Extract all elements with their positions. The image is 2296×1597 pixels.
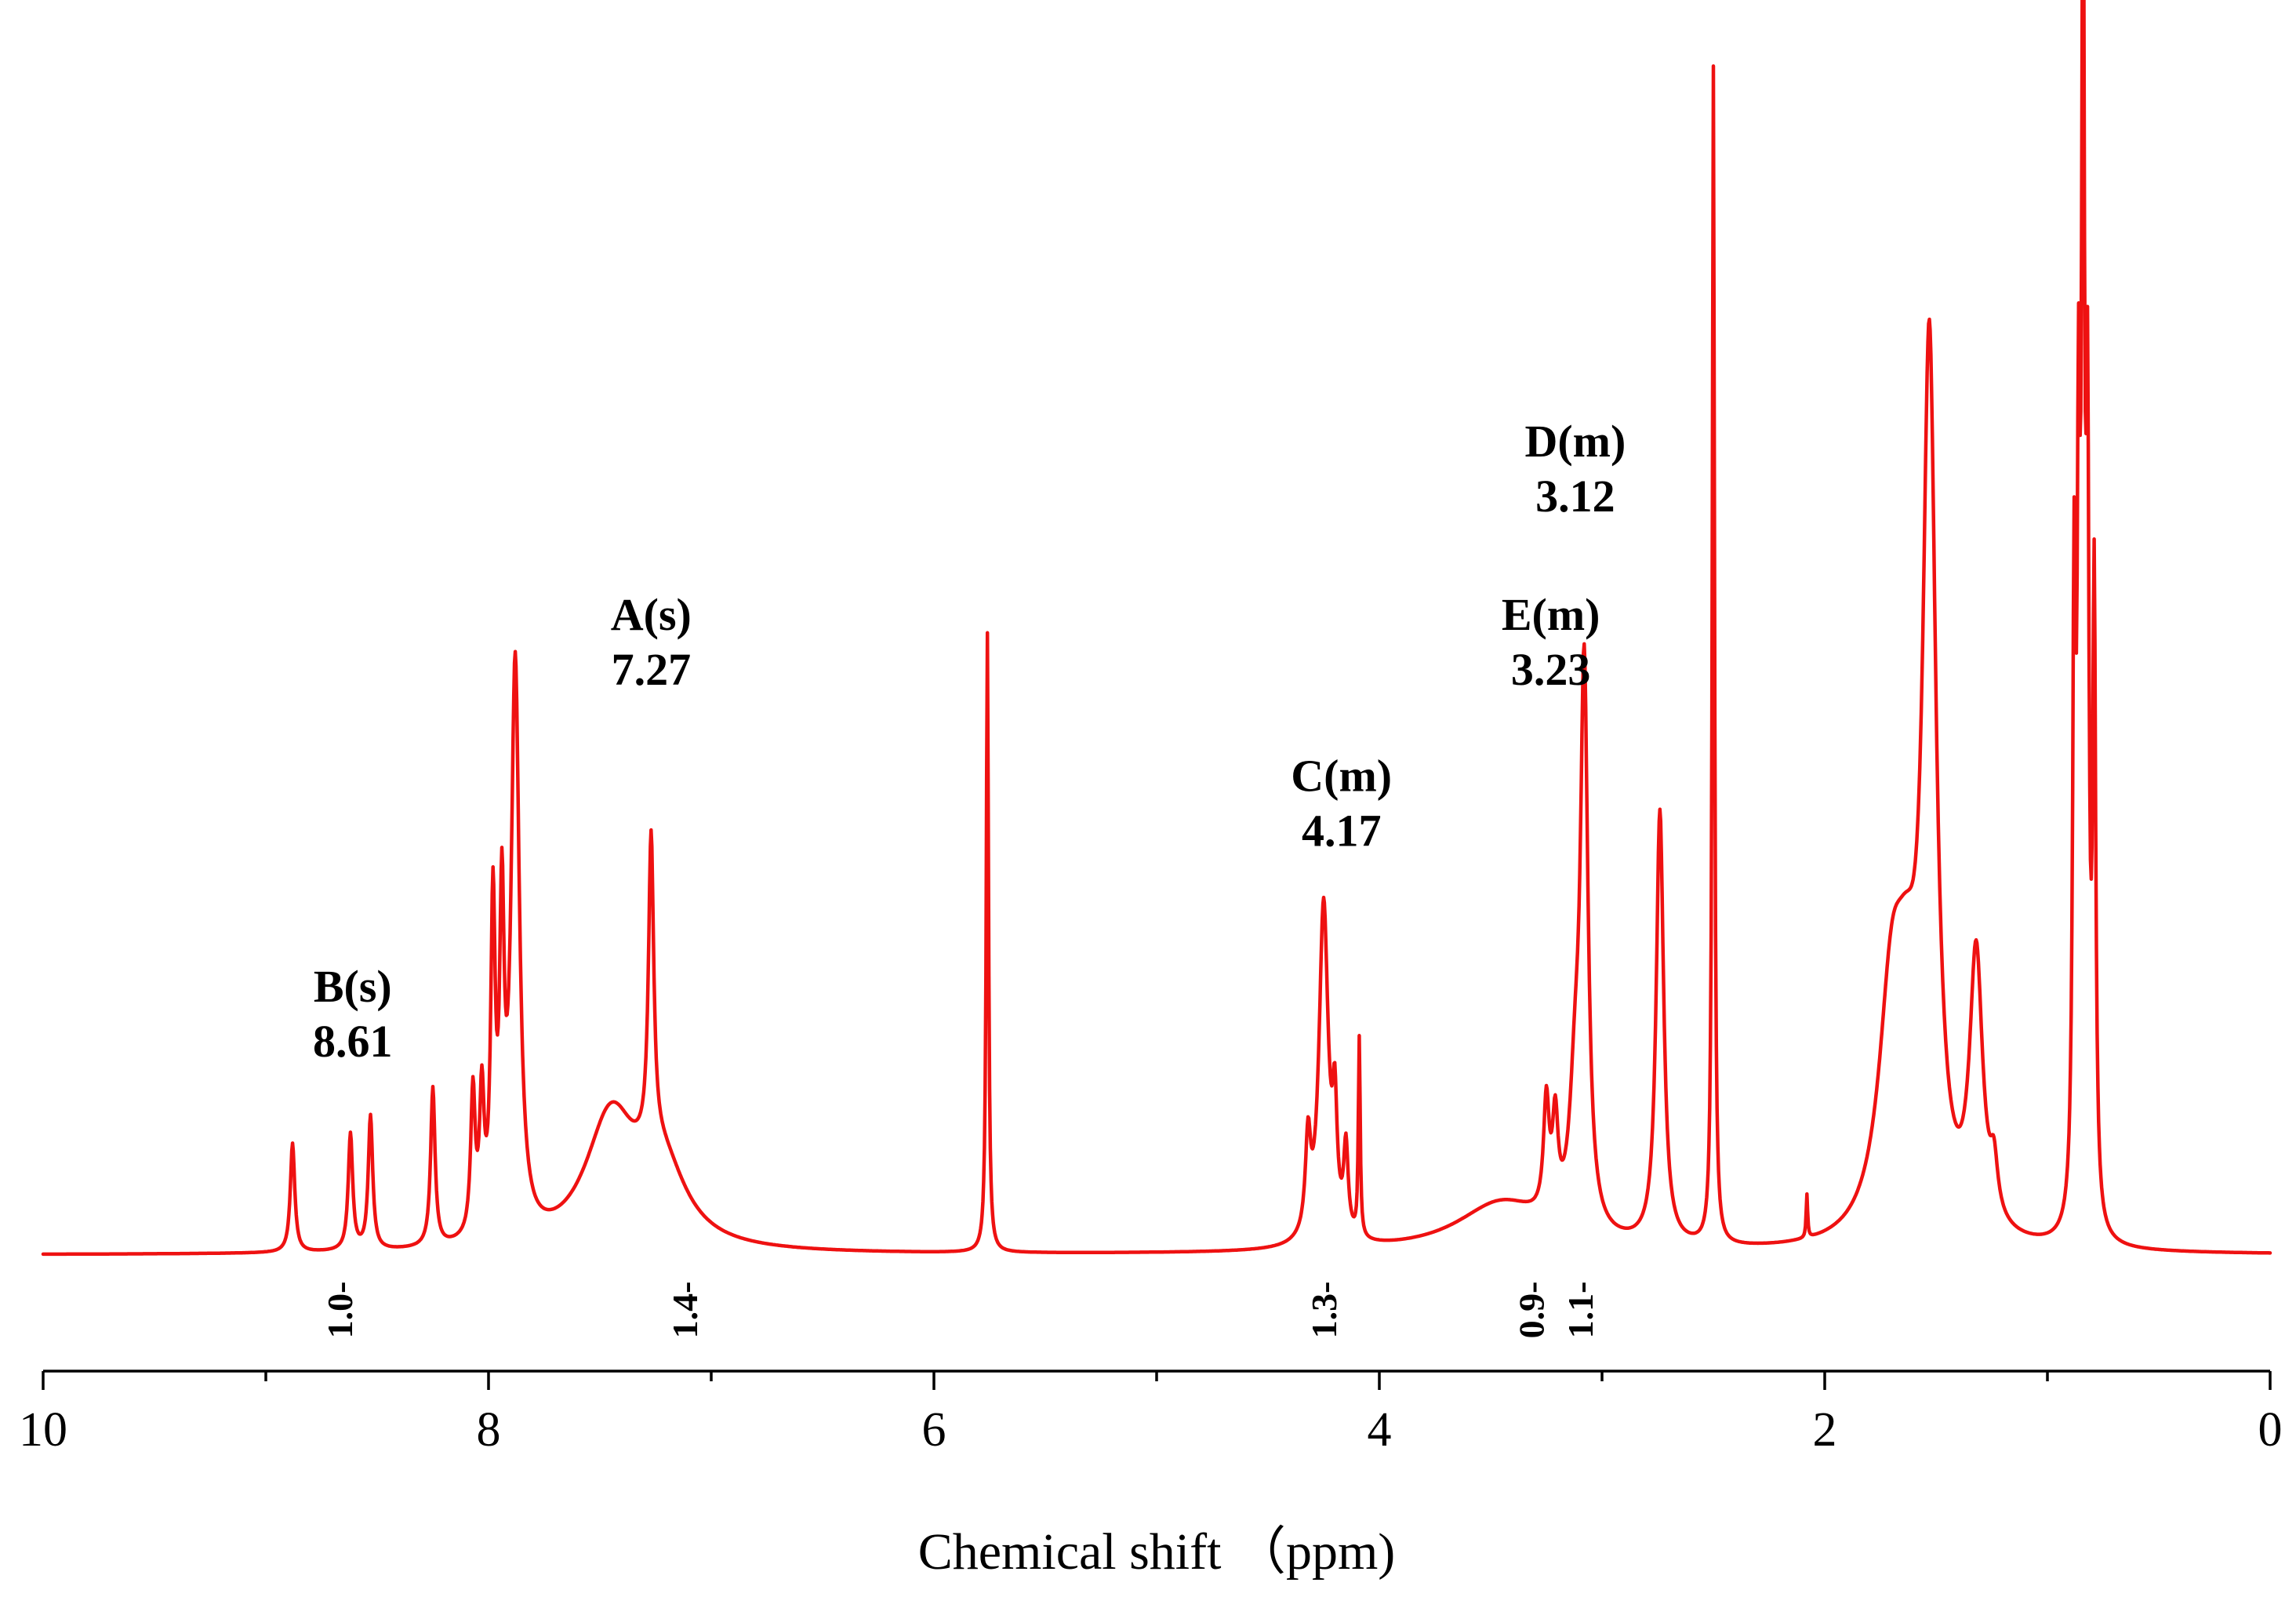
spectrum-trace	[41, 0, 2272, 1257]
peak-shift-A: 7.27	[612, 644, 692, 695]
x-axis-ticks: 10 8 6 4 2 0	[19, 1371, 2283, 1457]
peak-label-E: E(m)	[1502, 589, 1600, 640]
peak-shift-E: 3.23	[1511, 644, 1591, 695]
integral-label-2: 1.3-	[1304, 1282, 1344, 1339]
tick-label-10: 10	[19, 1403, 67, 1457]
tick-label-6: 6	[922, 1403, 946, 1457]
integral-label-3: 0.9-	[1511, 1282, 1551, 1339]
tick-label-0: 0	[2258, 1403, 2283, 1457]
integral-labels: 1.0- 1.4- 1.3- 0.9- 1.1-	[320, 1282, 1600, 1339]
peak-shift-B: 8.61	[313, 1016, 393, 1067]
peak-label-C: C(m)	[1291, 751, 1392, 802]
x-axis-title: Chemical shift （ppm)	[918, 1523, 1396, 1581]
integral-label-0: 1.0-	[320, 1282, 360, 1339]
peak-annotations: B(s)8.61 A(s)7.27 C(m)4.17 E(m)3.23 D(m)3.12	[313, 416, 1626, 1067]
integral-label-4: 1.1-	[1560, 1282, 1600, 1339]
tick-label-8: 8	[477, 1403, 501, 1457]
peak-shift-D: 3.12	[1535, 471, 1615, 522]
integral-label-1: 1.4-	[665, 1282, 705, 1339]
peak-label-B: B(s)	[314, 961, 392, 1012]
peak-shift-C: 4.17	[1302, 806, 1382, 857]
tick-label-2: 2	[1813, 1403, 1837, 1457]
peak-label-D: D(m)	[1524, 416, 1626, 467]
peak-label-A: A(s)	[611, 589, 692, 640]
tick-label-4: 4	[1368, 1403, 1392, 1457]
